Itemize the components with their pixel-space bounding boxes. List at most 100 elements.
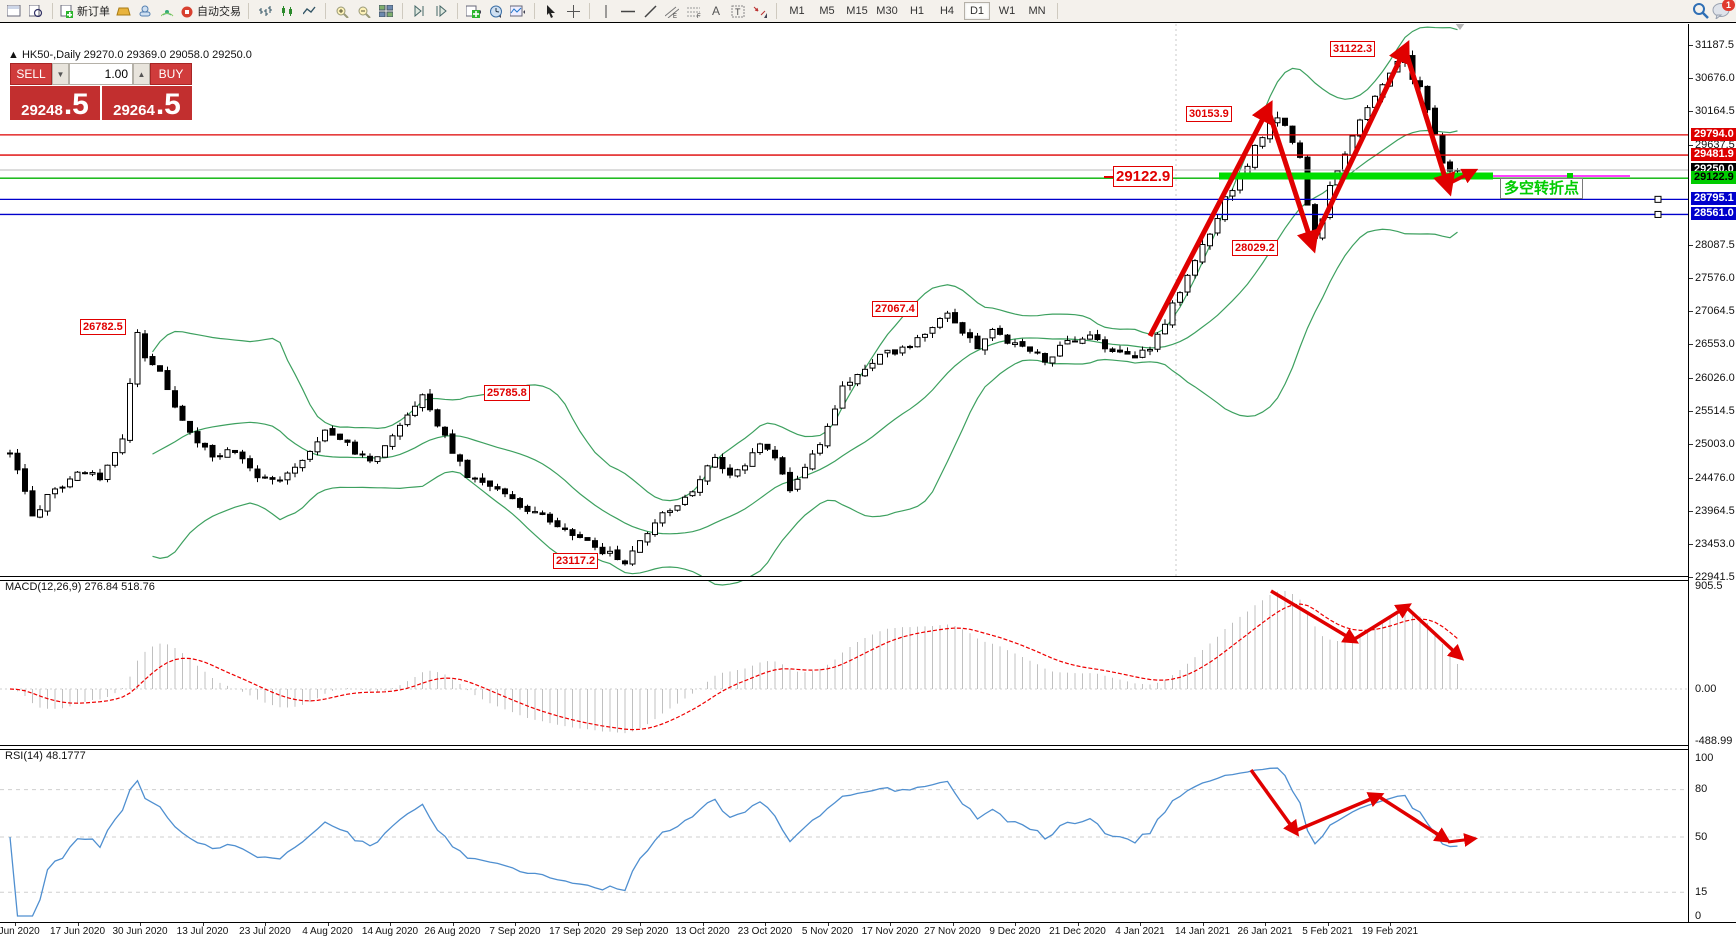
chart-shift-icon[interactable] (431, 1, 451, 21)
candle (427, 393, 433, 411)
trend-arrow-rsi[interactable] (1377, 794, 1451, 843)
text-tool-icon[interactable]: A (711, 4, 720, 18)
price-annotation[interactable]: 23117.2 (553, 553, 599, 569)
autotrade-button[interactable]: 自动交易 (179, 1, 242, 21)
candle (202, 442, 208, 448)
trend-arrow-main[interactable] (1309, 39, 1410, 246)
auto-scroll-icon[interactable] (409, 1, 429, 21)
bar-chart-icon[interactable] (255, 1, 275, 21)
rsi-line[interactable] (9, 767, 1458, 917)
chart-shift-marker[interactable] (1455, 24, 1465, 30)
add-indicator-icon[interactable] (464, 1, 484, 21)
timeframe-m1[interactable]: M1 (789, 5, 805, 17)
templates-icon[interactable] (508, 1, 528, 21)
timeframe-h4[interactable]: H4 (939, 5, 955, 17)
macd-pane-separator[interactable] (0, 576, 1736, 581)
timeframe-h1[interactable]: H1 (909, 5, 925, 17)
line-handle[interactable] (1654, 195, 1662, 203)
gold-bar-icon[interactable] (113, 1, 133, 21)
arrows-tool-icon[interactable] (750, 1, 770, 21)
volume-down-stepper[interactable]: ▼ (52, 63, 69, 85)
rsi-pane-separator[interactable] (0, 745, 1736, 750)
price-axis[interactable]: 31187.5 30676.0 30164.5 29637.5 28087.5 27576… (1688, 24, 1736, 923)
profile-icon[interactable] (26, 1, 46, 21)
rsi-label: RSI(14) 48.1777 (5, 750, 86, 762)
candle (382, 445, 388, 458)
candle (29, 490, 36, 517)
signal-icon[interactable] (157, 1, 177, 21)
candle (397, 424, 403, 437)
price-annotation[interactable]: 29122.9 (1113, 166, 1174, 187)
volume-up-stepper[interactable]: ▲ (133, 63, 150, 85)
price-annotation[interactable]: 30153.9 (1186, 106, 1232, 122)
candle (787, 471, 793, 492)
timeframe-m5[interactable]: M5 (819, 5, 835, 17)
timeframe-d1[interactable]: D1 (964, 2, 990, 20)
trend-arrow-main[interactable] (1447, 168, 1479, 186)
search-icon[interactable] (1692, 2, 1710, 25)
line-chart-icon[interactable] (299, 1, 319, 21)
candle (517, 498, 523, 508)
price-annotation[interactable]: 28029.2 (1232, 240, 1278, 256)
candle (404, 414, 411, 426)
trend-arrow-rsi[interactable] (1447, 833, 1478, 847)
text-label-tool-icon[interactable]: T (728, 1, 748, 21)
sell-price-frac: .5 (63, 88, 89, 121)
price-annotation[interactable]: 25785.8 (484, 385, 530, 401)
timeframe-mn[interactable]: MN (1028, 5, 1046, 17)
candle (479, 477, 486, 483)
candle-chart-icon[interactable] (277, 1, 297, 21)
price-annotation[interactable]: 31122.3 (1330, 41, 1376, 57)
period-clock-icon[interactable] (486, 1, 506, 21)
candle (187, 420, 193, 433)
channel-icon[interactable]: E (662, 1, 682, 21)
mql-community-icon[interactable] (135, 1, 155, 21)
candle (7, 452, 13, 455)
fibonacci-icon[interactable]: F (684, 1, 704, 21)
cursor-icon[interactable] (541, 1, 561, 21)
trend-arrow-main[interactable] (1402, 48, 1456, 197)
trend-arrow-macd[interactable] (1270, 589, 1360, 644)
trend-arrow-main[interactable] (1265, 108, 1319, 254)
trend-arrow-macd[interactable] (1404, 605, 1465, 661)
crosshair-icon[interactable] (563, 1, 583, 21)
buy-price-panel[interactable]: 29264 .5 (102, 86, 192, 120)
chart-window-icon[interactable] (4, 1, 24, 21)
timeframe-m30[interactable]: M30 (876, 5, 898, 17)
line-handle-green[interactable] (1567, 173, 1573, 179)
price-annotation[interactable]: 27067.4 (872, 301, 918, 317)
candle (757, 443, 763, 454)
horizontal-line-icon[interactable] (618, 1, 638, 21)
zoom-out-icon[interactable] (354, 1, 374, 21)
trend-arrow-macd[interactable] (1352, 603, 1412, 642)
buy-button[interactable]: BUY (150, 63, 192, 85)
line-handle[interactable] (1654, 210, 1662, 218)
trendline-icon[interactable] (640, 1, 660, 21)
price-annotation[interactable]: 26782.5 (80, 319, 126, 335)
timeframe-m15[interactable]: M15 (846, 5, 868, 17)
note-textbox[interactable]: 多空转折点 (1500, 178, 1584, 199)
trend-arrow-main[interactable] (1147, 100, 1273, 338)
tile-windows-icon[interactable] (376, 1, 396, 21)
candle (967, 332, 973, 339)
chat-bubble-icon[interactable]: 1 (1712, 0, 1736, 24)
timeframe-w1[interactable]: W1 (998, 5, 1016, 17)
date-axis[interactable]: 5 Jun 2020 17 Jun 2020 30 Jun 2020 13 Jul 2… (0, 922, 1736, 939)
candle (374, 456, 381, 463)
volume-input[interactable]: 1.00 (69, 63, 133, 85)
candle (952, 312, 958, 324)
candle (509, 494, 516, 500)
trend-arrow-rsi[interactable] (1249, 768, 1300, 837)
trend-arrow-rsi[interactable] (1294, 792, 1385, 833)
sell-button[interactable]: SELL (10, 63, 52, 85)
vertical-line-icon[interactable] (596, 1, 616, 21)
bollinger-lower-band[interactable] (152, 228, 1458, 586)
macd-signal-line[interactable] (9, 603, 1458, 731)
new-order-button[interactable]: 新订单 (59, 1, 111, 21)
sell-price-panel[interactable]: 29248 .5 (10, 86, 100, 120)
candle (209, 444, 216, 458)
candle (712, 456, 718, 468)
candle (284, 472, 291, 481)
chart-canvas[interactable] (0, 24, 1688, 923)
zoom-in-icon[interactable] (332, 1, 352, 21)
